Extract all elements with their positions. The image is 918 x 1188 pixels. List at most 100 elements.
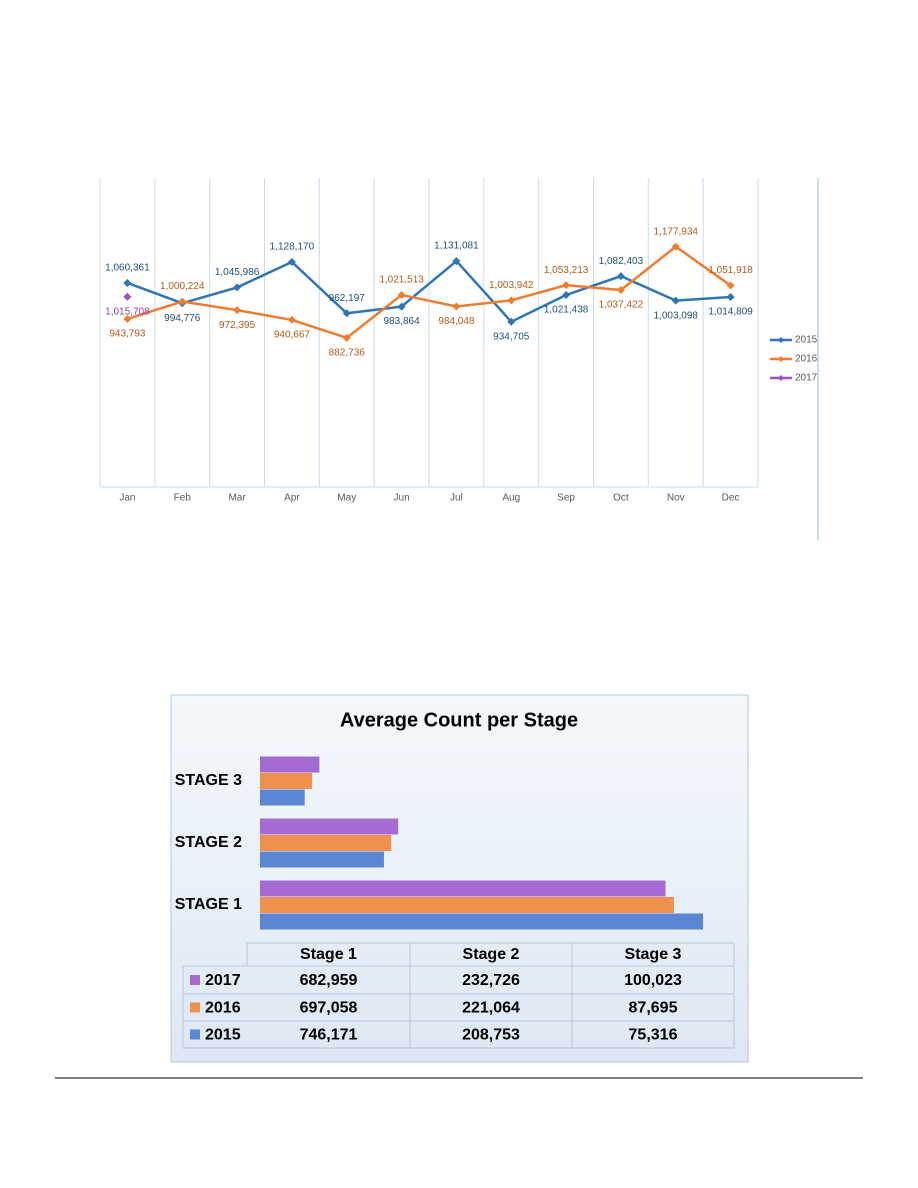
data-label: 1,014,809	[708, 307, 753, 318]
data-label: 1,053,213	[544, 265, 589, 276]
data-label: 1,131,081	[434, 241, 479, 252]
point-marker	[287, 315, 296, 324]
table-cell: 87,695	[629, 1000, 678, 1017]
x-tick-label: Jul	[450, 493, 463, 504]
point-marker	[616, 272, 625, 281]
table-cell: 208,753	[462, 1027, 520, 1044]
x-tick-label: Aug	[502, 493, 520, 504]
series-line	[127, 245, 732, 340]
point-marker	[562, 281, 571, 290]
data-label: 962,197	[329, 293, 366, 304]
bar	[260, 835, 392, 851]
legend-label: 2017	[795, 373, 818, 384]
x-tick-label: May	[337, 493, 356, 504]
x-tick-label: Dec	[722, 493, 740, 504]
bar	[260, 913, 704, 930]
data-label: 1,051,918	[708, 265, 753, 276]
table-cell: 697,058	[300, 1000, 358, 1017]
point-marker	[507, 296, 516, 305]
bar	[260, 851, 384, 868]
legend-marker	[778, 356, 784, 362]
table-row	[182, 1020, 735, 1049]
data-label: 1,045,986	[215, 267, 260, 278]
point-marker	[452, 302, 461, 311]
data-label: 934,705	[493, 331, 530, 342]
point-marker	[616, 286, 625, 295]
data-label: 983,864	[384, 316, 421, 327]
data-label: 1,003,942	[489, 280, 534, 291]
data-label: 882,736	[329, 347, 366, 358]
category-label: STAGE 2	[175, 834, 242, 851]
point-marker	[178, 297, 187, 306]
point-marker	[452, 257, 461, 266]
table-header-cell: Stage 2	[463, 946, 520, 963]
point-marker	[671, 242, 680, 251]
legend-key	[190, 1029, 200, 1040]
data-label: 1,082,403	[599, 256, 644, 267]
point-marker	[123, 314, 132, 323]
data-label: 1,060,361	[105, 263, 150, 274]
legend-label: 2016	[205, 1000, 241, 1017]
data-label: 984,048	[438, 316, 475, 327]
x-tick-label: Feb	[174, 493, 192, 504]
legend-key	[190, 975, 200, 985]
point-marker	[233, 283, 242, 292]
table-header-cell: Stage 3	[625, 946, 682, 963]
x-tick-label: Mar	[228, 493, 246, 504]
point-marker	[726, 281, 735, 290]
legend-label: 2015	[205, 1027, 241, 1044]
table-cell: 100,023	[624, 972, 682, 989]
legend-label: 2017	[205, 972, 241, 989]
bar	[260, 789, 305, 806]
legend-key	[190, 1002, 200, 1013]
legend-marker	[778, 375, 784, 381]
x-tick-label: Nov	[667, 493, 685, 504]
table-cell: 682,959	[300, 972, 358, 989]
legend-label: 2015	[795, 335, 818, 346]
data-label: 1,037,422	[599, 300, 644, 311]
point-marker	[507, 317, 516, 326]
point-marker	[342, 333, 351, 342]
point-marker	[233, 306, 242, 315]
series-line	[126, 259, 731, 324]
point-marker	[397, 290, 406, 299]
table-header-cell: Stage 1	[300, 946, 357, 963]
data-label: 972,395	[219, 320, 256, 331]
point-marker	[671, 296, 680, 305]
category-label: STAGE 3	[175, 772, 242, 789]
data-label: 1,003,098	[654, 310, 699, 321]
table-cell: 75,316	[629, 1027, 678, 1044]
table-cell: 746,171	[300, 1027, 358, 1044]
point-marker	[123, 292, 132, 301]
data-label: 1,021,513	[379, 275, 424, 286]
x-tick-label: Apr	[284, 493, 300, 504]
legend-marker	[778, 337, 784, 343]
point-marker	[562, 290, 571, 299]
legend-label: 2016	[795, 354, 818, 365]
table-cell: 221,064	[462, 1000, 520, 1017]
data-label: 1,177,934	[654, 226, 699, 237]
bar	[260, 897, 674, 913]
x-tick-label: Oct	[613, 493, 629, 504]
bar	[260, 756, 320, 773]
chart-frame	[170, 694, 749, 1063]
data-label: 994,776	[164, 313, 201, 324]
bar	[260, 818, 399, 835]
data-label: 1,000,224	[160, 281, 205, 292]
point-marker	[397, 302, 406, 311]
bar	[260, 773, 313, 789]
data-label: 1,015,708	[105, 306, 150, 317]
data-label: 943,793	[109, 329, 146, 340]
x-tick-label: Sep	[557, 493, 575, 504]
category-label: STAGE 1	[175, 896, 242, 913]
point-marker	[726, 293, 735, 302]
table-cell: 232,726	[462, 972, 520, 989]
chart-title: Average Count per Stage	[340, 709, 578, 731]
point-marker	[123, 278, 132, 287]
point-marker	[342, 309, 351, 318]
x-tick-label: Jan	[119, 493, 135, 504]
data-label: 1,021,438	[544, 305, 589, 316]
data-label: 940,667	[274, 330, 311, 341]
point-marker	[287, 257, 296, 266]
